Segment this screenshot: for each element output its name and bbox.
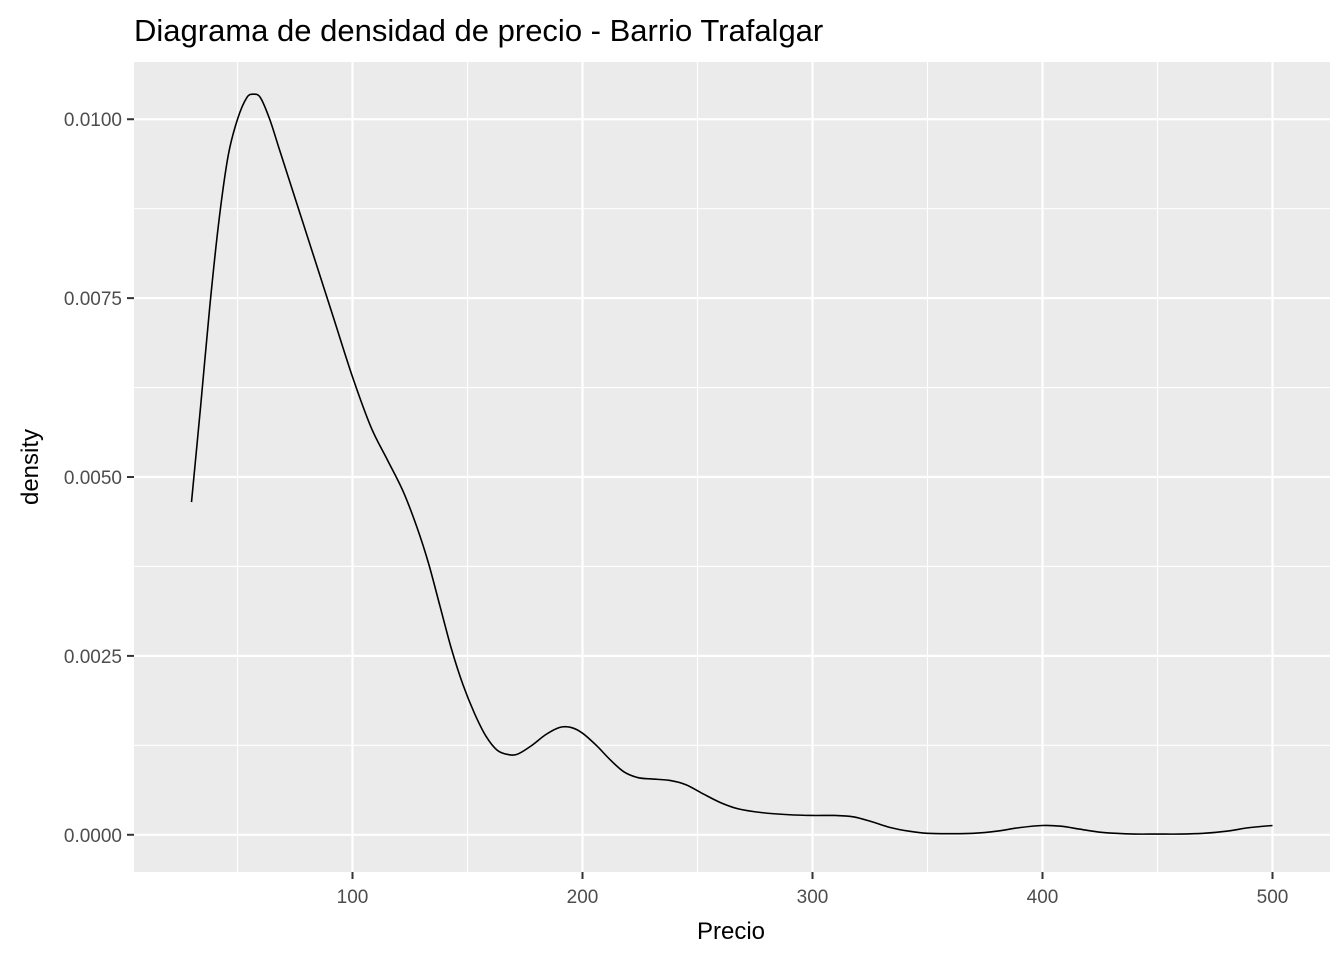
y-axis-title: density	[17, 429, 44, 505]
x-axis-title: Precio	[697, 918, 765, 945]
chart-title: Diagrama de densidad de precio - Barrio …	[134, 13, 823, 48]
y-tick-label: 0.0075	[64, 289, 122, 310]
x-tick-label: 100	[337, 887, 369, 908]
x-tick-label: 500	[1257, 887, 1289, 908]
y-tick-label: 0.0000	[64, 826, 122, 847]
axes: 100 200 300 400 500 0.0000 0.0025 0.0050 0.0075 0…	[64, 110, 1288, 908]
minor-gridlines	[134, 62, 1330, 872]
y-tick-label: 0.0050	[64, 468, 122, 489]
x-tick-label: 200	[567, 887, 599, 908]
y-tick-label: 0.0100	[64, 110, 122, 131]
density-curve	[190, 93, 1273, 835]
major-gridlines	[134, 62, 1330, 872]
x-tick-label: 300	[797, 887, 829, 908]
y-tick-label: 0.0025	[64, 647, 122, 668]
x-tick-label: 400	[1027, 887, 1059, 908]
plot-panel	[134, 62, 1330, 872]
